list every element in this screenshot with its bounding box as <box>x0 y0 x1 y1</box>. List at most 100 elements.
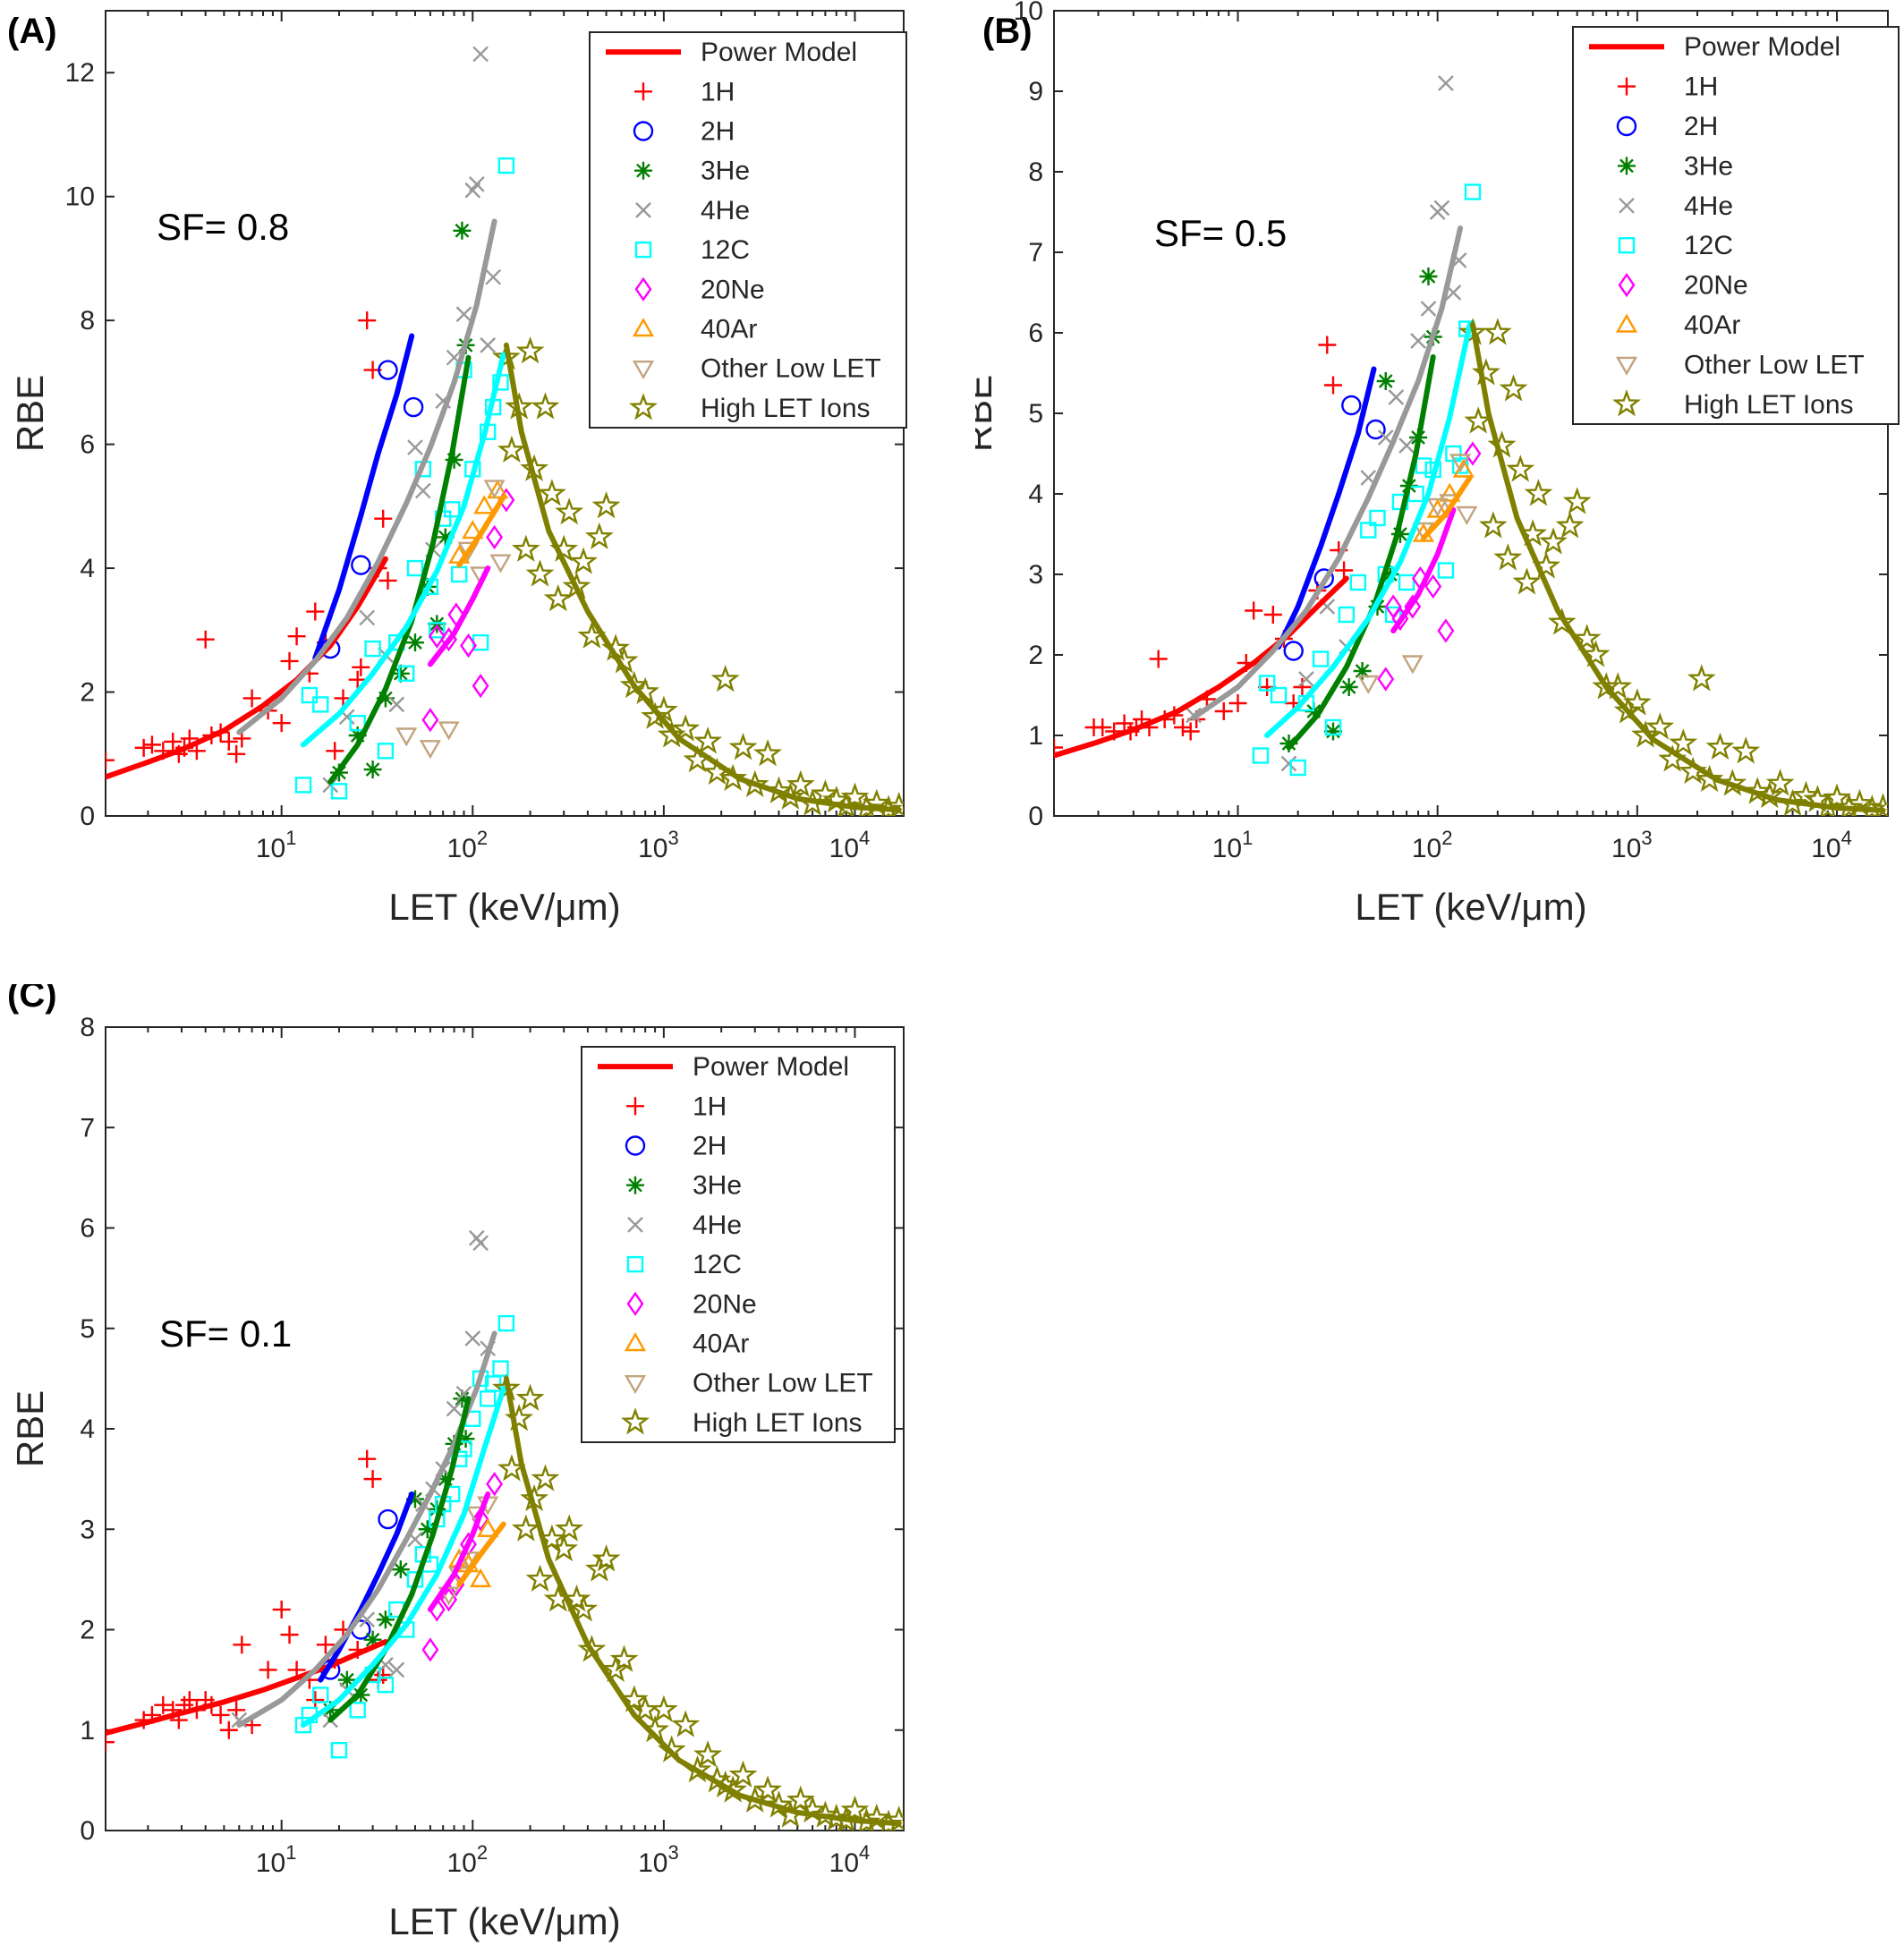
point-12c <box>1324 718 1342 736</box>
legend-marker-3he <box>634 161 652 180</box>
legend-label-4he: 4He <box>1684 191 1733 221</box>
point-1h <box>1245 601 1263 620</box>
point-other-low-let <box>483 480 506 499</box>
legend-marker-other-low-let <box>632 361 655 380</box>
point-high-let-ions <box>1603 672 1633 700</box>
point-high-let-ions <box>840 1795 870 1823</box>
point-1h <box>1054 738 1063 757</box>
point-other-low-let <box>1426 497 1449 517</box>
point-high-let-ions <box>591 491 621 519</box>
y-tick-label: 9 <box>1028 77 1043 106</box>
panel-label: (B) <box>982 12 1033 51</box>
plot-contents <box>106 1229 904 1831</box>
fit-curve-40ar <box>456 1521 506 1587</box>
point-2h <box>1341 395 1362 416</box>
point-40ar <box>477 1517 499 1537</box>
point-12c <box>349 714 366 732</box>
fit-curve-high-let-ions <box>503 1375 902 1827</box>
point-4he <box>1438 75 1454 91</box>
point-1h <box>287 627 306 646</box>
point-12c <box>1437 562 1455 579</box>
y-tick-label: 3 <box>1028 560 1043 590</box>
fit-curve-12c <box>301 352 506 748</box>
legend-marker-other-low-let <box>1615 356 1638 376</box>
fit-curve-2h <box>318 1491 415 1683</box>
point-20ne <box>486 1472 504 1497</box>
point-1h <box>242 689 261 708</box>
point-high-let-ions <box>1512 567 1542 595</box>
point-high-let-ions <box>525 1564 555 1592</box>
fit-curve-20ne <box>1390 507 1457 633</box>
legend-marker-40ar <box>1615 313 1638 333</box>
legend-marker-40ar <box>632 318 655 337</box>
point-12c <box>1349 573 1367 591</box>
y-axis-label: RBE <box>9 375 51 452</box>
point-1h <box>326 742 344 760</box>
point-12c <box>492 1360 509 1377</box>
series-1h <box>106 1449 393 1752</box>
legend-label-power-model: Power Model <box>701 38 857 67</box>
point-40ar <box>473 495 496 514</box>
point-high-let-ions <box>1823 783 1851 811</box>
point-20ne <box>428 624 446 649</box>
legend-marker-4he <box>627 1217 643 1233</box>
point-20ne <box>1404 594 1422 619</box>
legend-label-4he: 4He <box>693 1211 742 1240</box>
point-other-low-let <box>1401 655 1424 675</box>
legend-label-1h: 1H <box>1684 72 1718 102</box>
point-40ar <box>1439 482 1461 502</box>
point-12c <box>377 1677 395 1694</box>
point-3he <box>363 760 382 779</box>
point-4he <box>472 1235 489 1252</box>
point-high-let-ions <box>1555 511 1585 539</box>
point-high-let-ions <box>1506 455 1535 482</box>
point-1h <box>363 1470 382 1489</box>
legend-marker-2h <box>633 121 654 141</box>
point-2h <box>403 396 424 418</box>
y-tick-label: 4 <box>1028 480 1043 509</box>
legend-marker-40ar <box>624 1332 647 1352</box>
fit-curve-12c <box>301 1386 506 1729</box>
point-3he <box>363 1630 382 1649</box>
point-high-let-ions <box>1645 712 1675 740</box>
point-1h <box>219 1720 238 1739</box>
point-high-let-ions <box>1581 640 1611 667</box>
point-1h <box>1214 702 1233 720</box>
point-high-let-ions <box>569 547 599 574</box>
y-tick-label: 2 <box>80 678 95 708</box>
point-3he <box>337 1670 356 1689</box>
point-1h <box>272 714 291 733</box>
point-high-let-ions <box>1499 374 1528 402</box>
point-1h <box>106 751 115 769</box>
point-12c <box>1464 183 1482 200</box>
point-high-let-ions <box>1731 736 1761 764</box>
point-12c <box>497 1314 515 1332</box>
point-4he <box>359 609 376 626</box>
point-high-let-ions <box>569 1594 599 1622</box>
point-high-let-ions <box>511 1514 540 1542</box>
legend-marker-1h <box>1618 77 1636 96</box>
legend-label-12c: 12C <box>693 1250 742 1279</box>
legend-label-2h: 2H <box>1684 112 1718 141</box>
point-high-let-ions <box>671 1710 701 1737</box>
point-3he <box>321 1701 340 1720</box>
fit-curve-40ar <box>1420 475 1473 541</box>
point-4he <box>464 1330 481 1347</box>
y-tick-label: 1 <box>80 1716 95 1746</box>
sf-annotation: SF= 0.8 <box>157 206 289 248</box>
y-tick-label: 8 <box>80 306 95 336</box>
point-1h <box>378 571 397 590</box>
x-tick-label: 102 <box>446 1841 488 1878</box>
point-20ne <box>421 1637 439 1662</box>
legend-label-12c: 12C <box>1684 231 1733 260</box>
legend-marker-20ne <box>634 276 652 302</box>
point-other-low-let <box>395 727 418 747</box>
legend-marker-1h <box>626 1097 644 1116</box>
point-high-let-ions <box>543 583 573 612</box>
point-4he <box>1298 671 1314 687</box>
x-tick-label: 101 <box>256 827 297 863</box>
fit-curve-12c <box>1264 322 1473 738</box>
point-3he <box>1353 662 1372 680</box>
point-high-let-ions <box>555 497 584 525</box>
point-high-let-ions <box>1857 794 1887 816</box>
